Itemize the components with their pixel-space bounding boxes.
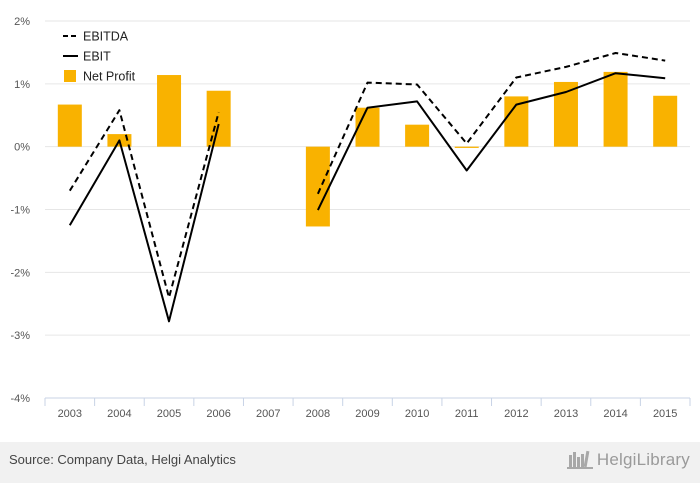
bar-net-profit[interactable]	[405, 124, 430, 147]
y-tick-label: 1%	[14, 79, 30, 91]
legend-label: EBIT	[83, 50, 111, 64]
bar-net-profit[interactable]	[653, 95, 678, 147]
legend[interactable]: EBITDA EBIT Net Profit	[63, 30, 136, 84]
legend-swatch	[64, 70, 76, 82]
bar-net-profit[interactable]	[603, 71, 628, 147]
bar-net-profit[interactable]	[206, 90, 231, 147]
x-tick-label: 2006	[206, 408, 230, 420]
legend-item[interactable]: EBIT	[63, 50, 111, 64]
x-tick-label: 2003	[58, 408, 82, 420]
x-tick-label: 2014	[603, 408, 627, 420]
x-tick-label: 2007	[256, 408, 280, 420]
line-ebit[interactable]	[68, 72, 666, 323]
x-tick-label: 2011	[455, 408, 479, 420]
y-axis-ticks: 2% 1% 0% -1% -2% -3% -4%	[10, 16, 30, 405]
x-tick-label: 2005	[157, 408, 181, 420]
x-tick-label: 2008	[306, 408, 330, 420]
bar-net-profit[interactable]	[157, 75, 182, 147]
chart: 2%1%0%-1%-2%-3%-4% 2003 2004 2005 2006 2007 2…	[10, 16, 691, 420]
brand-logo[interactable]: HelgiLibrary	[566, 449, 690, 471]
x-tick-label: 2012	[504, 408, 528, 420]
legend-label: Net Profit	[83, 70, 136, 84]
legend-label: EBITDA	[83, 30, 129, 44]
bars	[57, 71, 678, 227]
x-tick-label: 2010	[405, 408, 429, 420]
footer: Source: Company Data, Helgi Analytics He…	[0, 442, 700, 483]
y-tick-label: -1%	[10, 205, 30, 217]
y-tick-label: -4%	[10, 393, 30, 405]
bar-net-profit[interactable]	[57, 104, 82, 147]
y-tick-label: -2%	[10, 267, 30, 279]
x-axis: 2003 2004 2005 2006 2007 2008 2009 2010 2011 2012…	[44, 397, 691, 420]
x-tick-label: 2015	[653, 408, 677, 420]
y-tick-label: 2%	[14, 16, 30, 28]
y-tick-label: 0%	[14, 142, 30, 154]
bar-net-profit[interactable]	[305, 146, 330, 227]
y-tick-label: -3%	[10, 330, 30, 342]
brand-name: HelgiLibrary	[596, 450, 690, 469]
legend-item[interactable]: Net Profit	[64, 70, 136, 84]
source-text: Source: Company Data, Helgi Analytics	[9, 452, 236, 467]
legend-item[interactable]: EBITDA	[63, 30, 129, 44]
library-books-icon	[566, 450, 593, 469]
lines	[68, 52, 666, 323]
x-tick-label: 2009	[355, 408, 379, 420]
x-tick-label: 2004	[107, 408, 131, 420]
gridlines	[45, 20, 690, 336]
x-tick-label: 2013	[554, 408, 578, 420]
line-ebitda[interactable]	[68, 52, 666, 299]
bar-net-profit[interactable]	[454, 146, 479, 148]
bar-net-profit[interactable]	[355, 107, 380, 147]
